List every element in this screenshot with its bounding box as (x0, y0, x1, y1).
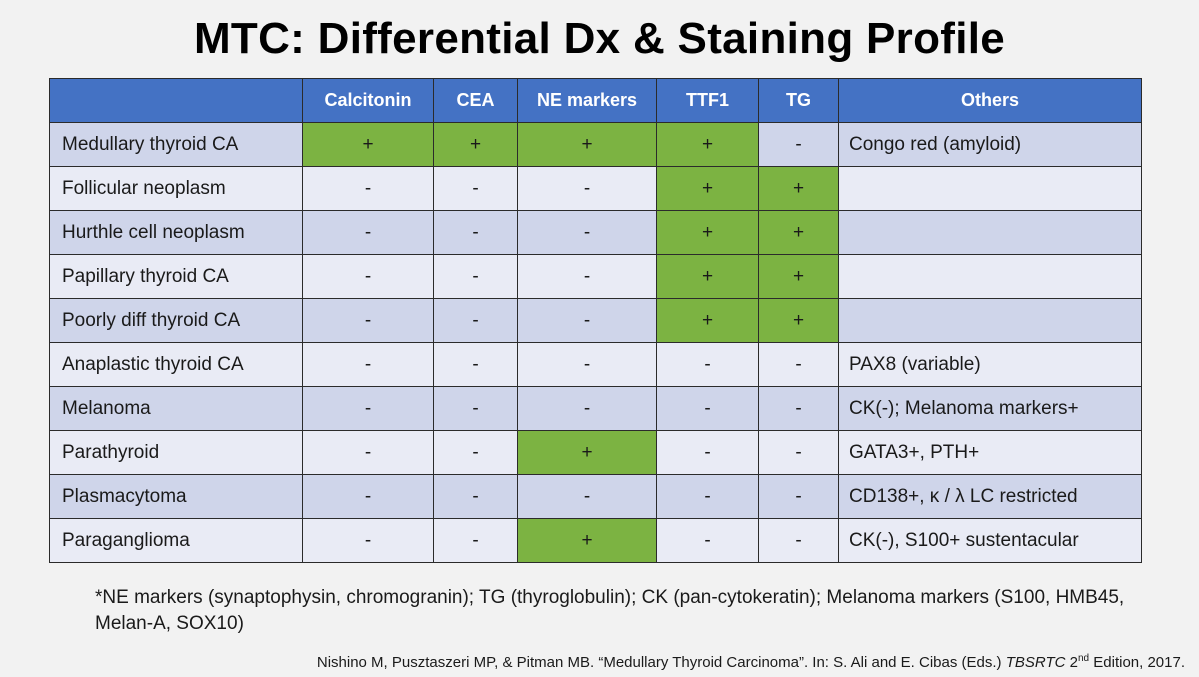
table-row: Anaplastic thyroid CA - - - - - PAX8 (variable… (49, 342, 1142, 387)
slide-title: MTC: Differential Dx & Staining Profile (193, 14, 1006, 63)
cell-ne-markers: - (517, 210, 657, 255)
table-row: Melanoma - - - - - CK(-); Melanoma markers+ (49, 386, 1142, 431)
row-name: Follicular neoplasm (49, 166, 303, 211)
cell-cea: - (433, 474, 518, 519)
cell-ne-markers: - (517, 298, 657, 343)
citation-prefix: Nishino M, Pusztaszeri MP, & Pitman MB. … (316, 654, 1006, 671)
cell-others (838, 166, 1142, 211)
row-name: Poorly diff thyroid CA (49, 298, 303, 343)
cell-others (838, 210, 1142, 255)
cell-ttf1: + (656, 122, 759, 167)
cell-tg: - (758, 474, 839, 519)
cell-ttf1: + (656, 166, 759, 211)
cell-ne-markers: + (517, 518, 657, 563)
staining-table: Calcitonin CEA NE markers TTF1 TG Others… (49, 78, 1142, 563)
cell-calcitonin: - (302, 210, 434, 255)
row-name: Hurthle cell neoplasm (49, 210, 303, 255)
table-row: Follicular neoplasm - - - + + (49, 166, 1142, 211)
header-cea: CEA (433, 78, 518, 123)
cell-ttf1: + (656, 298, 759, 343)
cell-calcitonin: - (302, 430, 434, 475)
cell-calcitonin: - (302, 518, 434, 563)
header-calcitonin: Calcitonin (302, 78, 434, 123)
cell-tg: - (758, 342, 839, 387)
cell-calcitonin: - (302, 254, 434, 299)
row-name: Melanoma (49, 386, 303, 431)
table-row: Parathyroid - - + - - GATA3+, PTH+ (49, 430, 1142, 475)
row-name: Paraganglioma (49, 518, 303, 563)
table-header-row: Calcitonin CEA NE markers TTF1 TG Others (49, 78, 1142, 123)
cell-tg: - (758, 518, 839, 563)
cell-calcitonin: - (302, 342, 434, 387)
cell-cea: - (433, 518, 518, 563)
cell-ne-markers: + (517, 122, 657, 167)
cell-calcitonin: - (302, 166, 434, 211)
cell-others: CD138+, κ / λ LC restricted (838, 474, 1142, 519)
cell-others: Congo red (amyloid) (838, 122, 1142, 167)
cell-others: CK(-), S100+ sustentacular (838, 518, 1142, 563)
cell-tg: + (758, 254, 839, 299)
cell-cea: + (433, 122, 518, 167)
row-name: Anaplastic thyroid CA (49, 342, 303, 387)
cell-tg: - (758, 122, 839, 167)
row-name: Plasmacytoma (49, 474, 303, 519)
cell-tg: + (758, 166, 839, 211)
header-corner (49, 78, 303, 123)
cell-others: CK(-); Melanoma markers+ (838, 386, 1142, 431)
cell-calcitonin: - (302, 386, 434, 431)
cell-ttf1: + (656, 254, 759, 299)
header-ne-markers: NE markers (517, 78, 657, 123)
header-others: Others (838, 78, 1142, 123)
table-row: Paraganglioma - - + - - CK(-), S100+ sustentac… (49, 518, 1142, 563)
cell-tg: + (758, 210, 839, 255)
header-tg: TG (758, 78, 839, 123)
citation-suffix: Edition, 2017. (1089, 654, 1185, 671)
header-ttf1: TTF1 (656, 78, 759, 123)
cell-ttf1: - (656, 518, 759, 563)
table-row: Poorly diff thyroid CA - - - + + (49, 298, 1142, 343)
cell-cea: - (433, 166, 518, 211)
cell-ttf1: - (656, 342, 759, 387)
cell-ne-markers: - (517, 166, 657, 211)
citation: Nishino M, Pusztaszeri MP, & Pitman MB. … (317, 653, 1185, 671)
cell-tg: - (758, 386, 839, 431)
row-name: Papillary thyroid CA (49, 254, 303, 299)
row-name: Medullary thyroid CA (49, 122, 303, 167)
cell-ttf1: - (656, 474, 759, 519)
cell-ne-markers: - (517, 254, 657, 299)
cell-cea: - (433, 430, 518, 475)
cell-others: PAX8 (variable) (838, 342, 1142, 387)
citation-edition: 2 (1065, 654, 1078, 671)
cell-ne-markers: - (517, 386, 657, 431)
cell-calcitonin: - (302, 474, 434, 519)
cell-cea: - (433, 386, 518, 431)
cell-ne-markers: - (517, 474, 657, 519)
footnote: *NE markers (synaptophysin, chromogranin… (95, 587, 1125, 634)
cell-others (838, 298, 1142, 343)
citation-edition-sup: nd (1077, 653, 1090, 664)
table-row: Papillary thyroid CA - - - + + (49, 254, 1142, 299)
table-row: Hurthle cell neoplasm - - - + + (49, 210, 1142, 255)
cell-cea: - (433, 342, 518, 387)
cell-cea: - (433, 254, 518, 299)
cell-cea: - (433, 298, 518, 343)
cell-ne-markers: + (517, 430, 657, 475)
row-name: Parathyroid (49, 430, 303, 475)
cell-ne-markers: - (517, 342, 657, 387)
cell-ttf1: - (656, 386, 759, 431)
cell-ttf1: + (656, 210, 759, 255)
cell-others (838, 254, 1142, 299)
table-row: Plasmacytoma - - - - - CD138+, κ / λ LC restri… (49, 474, 1142, 519)
cell-calcitonin: + (302, 122, 434, 167)
cell-ttf1: - (656, 430, 759, 475)
cell-cea: - (433, 210, 518, 255)
cell-tg: + (758, 298, 839, 343)
citation-book: TBSRTC (1005, 654, 1066, 671)
table-row: Medullary thyroid CA + + + + - Congo red (amyl… (49, 122, 1142, 167)
cell-tg: - (758, 430, 839, 475)
cell-others: GATA3+, PTH+ (838, 430, 1142, 475)
cell-calcitonin: - (302, 298, 434, 343)
